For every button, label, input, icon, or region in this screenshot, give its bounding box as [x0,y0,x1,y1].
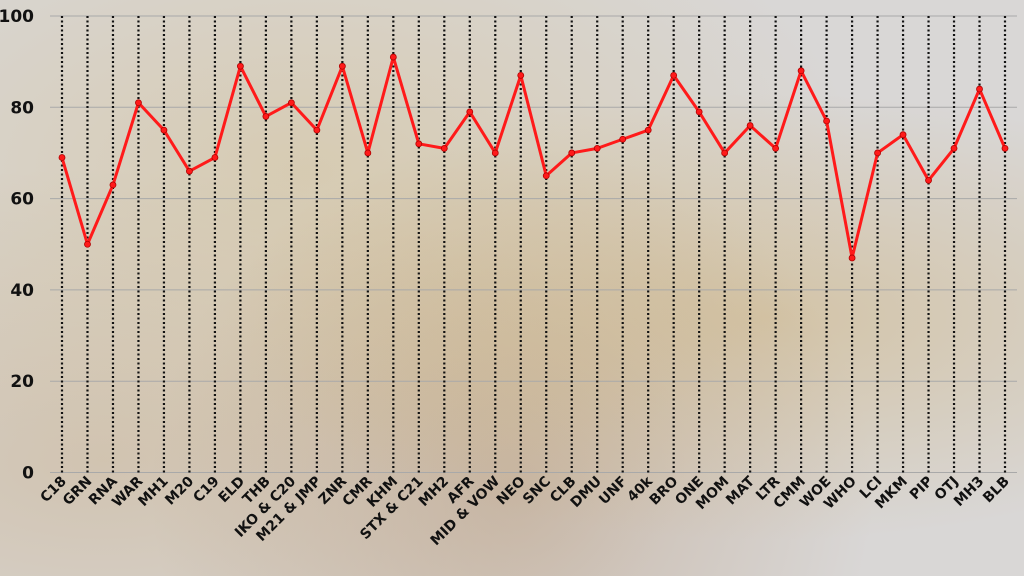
data-point [950,144,958,152]
x-tick-label: M20 [162,473,197,508]
data-point [364,149,372,157]
data-point [338,62,346,70]
x-tick-label: PIP [907,474,937,504]
data-point [109,181,117,189]
x-tick-label: MAT [723,473,758,508]
x-tick-label: BLB [980,474,1013,507]
data-point [237,62,244,70]
data-point [466,108,474,116]
series-line [58,53,1009,262]
x-tick-label: MH3 [951,474,987,510]
x-tick-label: MH1 [135,474,171,510]
data-point [797,67,805,75]
data-point [517,71,525,79]
x-tick-label: UNF [596,474,630,508]
data-point [313,126,321,134]
data-point [695,108,703,116]
data-point [568,149,576,157]
data-point [721,149,729,157]
x-tick-label: C19 [190,474,222,506]
data-point [287,99,295,107]
data-point [644,126,652,134]
y-tick-label: 40 [10,281,34,301]
y-tick-label: 80 [10,98,34,118]
data-point [899,131,907,139]
data-point [415,140,423,148]
x-tick-label: SNC [520,474,554,508]
data-point [670,71,678,79]
data-point [58,154,66,161]
data-point [976,85,983,93]
x-tick-label: BRO [647,473,682,508]
x-tick-label: ELD [216,474,249,507]
data-point [772,144,780,152]
data-point [848,254,856,262]
vertical-gridlines [60,16,1007,473]
data-point [211,154,219,161]
x-tick-label: NEO [494,473,529,508]
x-tick-label: MH2 [416,474,452,510]
y-tick-label: 100 [0,7,34,27]
y-tick-label: 20 [10,372,34,392]
x-tick-label: GRN [60,474,95,509]
data-point [491,149,499,157]
data-point [542,172,550,180]
data-point [160,126,168,134]
data-point [440,144,448,152]
y-axis-ticks: 0 20 40 60 80 100 [0,7,34,484]
data-point [593,144,601,152]
data-point [619,135,627,143]
data-point [135,99,142,107]
data-point [823,117,830,125]
y-tick-label: 60 [10,190,34,210]
horizontal-gridlines [50,15,1017,473]
data-point [84,240,91,248]
data-line [60,55,1007,260]
data-point [925,176,932,184]
data-point [389,53,397,61]
data-point [1001,144,1009,152]
data-point [874,149,881,157]
data-point [746,122,754,129]
data-point [186,167,193,175]
data-point [262,113,270,120]
y-tick-label: 0 [22,464,34,484]
